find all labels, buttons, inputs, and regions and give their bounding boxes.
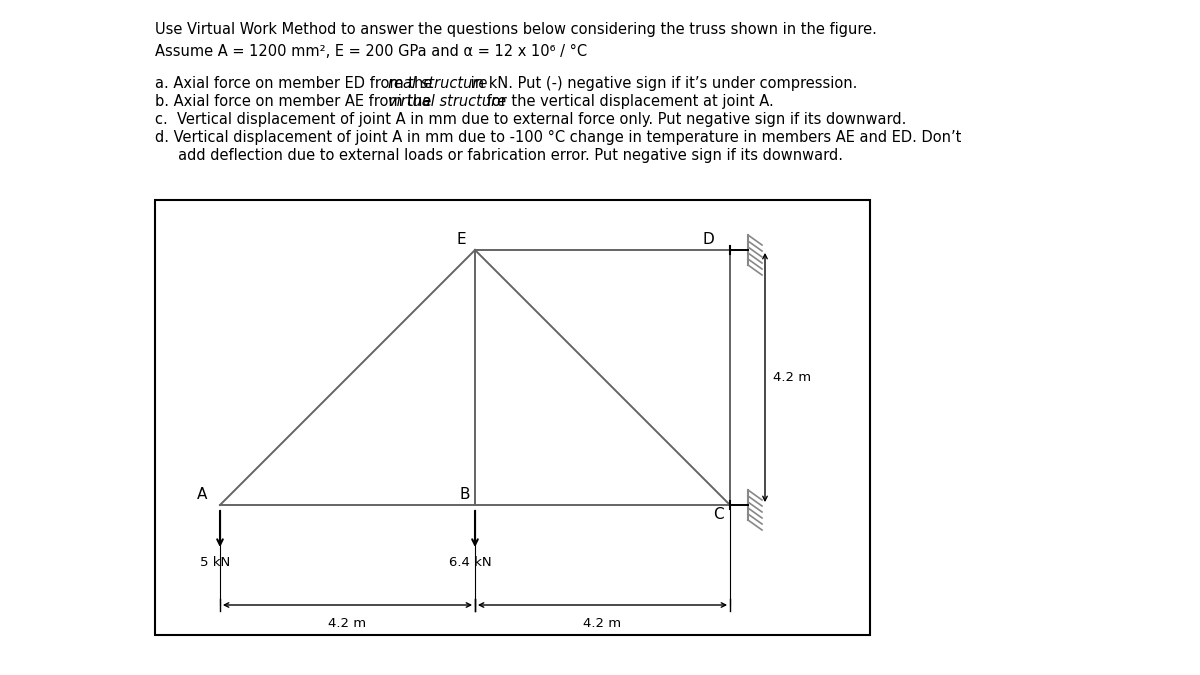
Text: add deflection due to external loads or fabrication error. Put negative sign if : add deflection due to external loads or … xyxy=(155,148,842,163)
Text: 5 kN: 5 kN xyxy=(200,556,230,569)
Text: real structure: real structure xyxy=(388,76,487,91)
Text: D: D xyxy=(702,232,714,247)
Text: Use Virtual Work Method to answer the questions below considering the truss show: Use Virtual Work Method to answer the qu… xyxy=(155,22,877,37)
Text: E: E xyxy=(456,232,466,247)
Text: B: B xyxy=(460,487,470,502)
Text: A: A xyxy=(197,487,208,502)
Text: a. Axial force on member ED from the: a. Axial force on member ED from the xyxy=(155,76,437,91)
Bar xyxy=(155,200,870,635)
Text: in kN. Put (-) negative sign if it’s under compression.: in kN. Put (-) negative sign if it’s und… xyxy=(466,76,857,91)
Text: C: C xyxy=(713,507,724,522)
Text: 4.2 m: 4.2 m xyxy=(583,617,622,630)
Text: b. Axial force on member AE from the: b. Axial force on member AE from the xyxy=(155,94,436,109)
Text: virtual structure: virtual structure xyxy=(388,94,506,109)
Text: for the vertical displacement at joint A.: for the vertical displacement at joint A… xyxy=(482,94,774,109)
Text: 4.2 m: 4.2 m xyxy=(329,617,366,630)
Text: 4.2 m: 4.2 m xyxy=(773,371,811,384)
Text: 6.4 kN: 6.4 kN xyxy=(449,556,491,569)
Text: Assume A = 1200 mm², E = 200 GPa and α = 12 x 10⁶ / °C: Assume A = 1200 mm², E = 200 GPa and α =… xyxy=(155,44,587,59)
Text: d. Vertical displacement of joint A in mm due to -100 °C change in temperature i: d. Vertical displacement of joint A in m… xyxy=(155,130,961,145)
Text: c.  Vertical displacement of joint A in mm due to external force only. Put negat: c. Vertical displacement of joint A in m… xyxy=(155,112,906,127)
